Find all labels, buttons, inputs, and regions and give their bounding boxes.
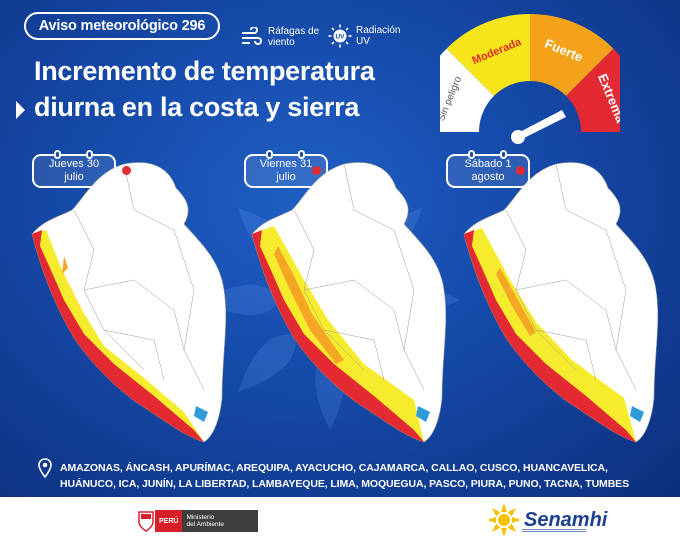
date-month-1: julio (64, 171, 84, 183)
gauge-segment-moderada (446, 14, 530, 96)
date-day-1: Jueves 30 (48, 158, 100, 170)
peru-map-day-1 (31, 162, 227, 443)
senamhi-name: Senamhi (524, 508, 608, 531)
peru-map-day-3 (463, 162, 659, 443)
legend-uv-line1: Radiación (356, 25, 401, 36)
date-marker-dot (516, 166, 525, 175)
wind-gusts-icon (242, 27, 262, 45)
legend-wind-line2: viento (268, 37, 295, 48)
date-month-2: julio (276, 171, 296, 183)
hazard-gauge: Sin peligro Moderada Fuerte Extrema (440, 14, 620, 144)
calendar-ring-icon (500, 150, 507, 159)
gauge-segment-sin-peligro (440, 48, 494, 132)
peru-shield-icon (138, 511, 154, 532)
date-marker-dot (312, 166, 321, 175)
ministry-logo: PERÚ Ministerio del Ambiente (137, 510, 259, 532)
regions-line-2: HUÁNUCO, ICA, JUNÍN, LA LIBERTAD, LAMBAY… (60, 478, 629, 490)
affected-regions: AMAZONAS, ÁNCASH, APURÍMAC, AREQUIPA, AY… (60, 460, 660, 492)
location-pin-icon (38, 458, 52, 478)
title-line-2: diurna en la costa y sierra (34, 92, 360, 122)
legend-wind-gusts: Ráfagas de viento (240, 26, 319, 48)
calendar-ring-icon (298, 150, 305, 159)
title-arrow-icon (16, 101, 25, 119)
calendar-ring-icon (54, 150, 61, 159)
senamhi-sun-icon (487, 503, 521, 537)
ministry-label: Ministerio del Ambiente (182, 510, 259, 532)
legend-uv-radiation: UV Radiación UV (328, 24, 400, 48)
peru-map-day-2 (251, 162, 447, 443)
calendar-ring-icon (468, 150, 475, 159)
gauge-needle-hub (511, 130, 525, 144)
date-day-3: Sábado 1 (464, 158, 512, 170)
gauge-segment-extrema (566, 48, 620, 132)
svg-text:UV: UV (335, 34, 345, 41)
senamhi-logo: Senamhi (486, 502, 607, 538)
senamhi-subtitle-decoration (522, 528, 586, 532)
date-tag-day-2: Viernes 31 julio (244, 150, 328, 188)
regions-line-1: AMAZONAS, ÁNCASH, APURÍMAC, AREQUIPA, AY… (60, 462, 608, 474)
uv-radiation-icon: UV (328, 24, 352, 48)
date-month-3: agosto (471, 171, 505, 183)
ministry-line-1: Ministerio (186, 514, 215, 521)
footer (0, 497, 680, 543)
warning-number-badge: Aviso meteorológico 296 (24, 12, 220, 40)
ministry-line-2: del Ambiente (186, 521, 225, 528)
legend-uv-line2: UV (356, 36, 370, 47)
legend-wind-line1: Ráfagas de (268, 26, 320, 37)
date-tag-day-1: Jueves 30 julio (32, 150, 116, 188)
date-tag-day-3: Sábado 1 agosto (446, 150, 530, 188)
gauge-segment-fuerte (530, 14, 614, 96)
peru-label: PERÚ (155, 510, 183, 532)
calendar-ring-icon (86, 150, 93, 159)
date-day-2: Viernes 31 (259, 158, 313, 170)
calendar-ring-icon (266, 150, 273, 159)
title-line-1: Incremento de temperatura (34, 56, 375, 86)
gauge-needle (516, 110, 566, 140)
date-marker-dot (122, 166, 131, 175)
